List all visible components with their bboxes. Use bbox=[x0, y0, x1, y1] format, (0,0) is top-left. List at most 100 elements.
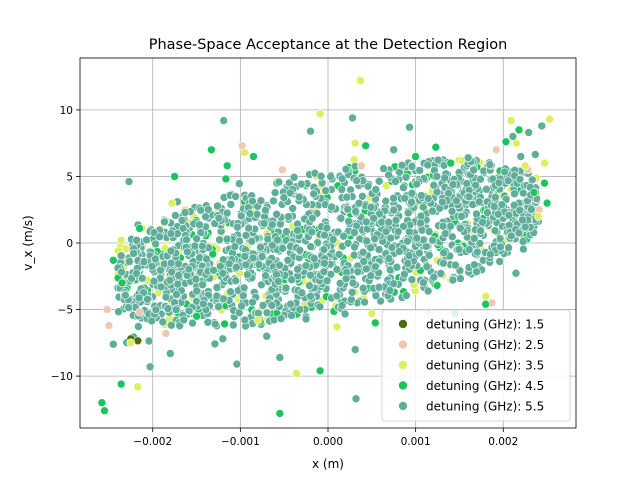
scatter-point bbox=[429, 272, 439, 282]
scatter-point bbox=[192, 311, 201, 321]
scatter-point bbox=[474, 197, 484, 206]
scatter-point bbox=[126, 338, 136, 348]
scatter-point bbox=[212, 283, 222, 292]
scatter-point bbox=[121, 290, 130, 300]
scatter-point bbox=[297, 288, 307, 298]
scatter-point bbox=[218, 268, 228, 278]
scatter-point bbox=[496, 242, 505, 252]
scatter-point bbox=[389, 145, 399, 155]
scatter-point bbox=[446, 158, 456, 168]
legend-marker bbox=[398, 319, 408, 329]
scatter-point bbox=[540, 178, 549, 188]
scatter-point bbox=[166, 246, 176, 256]
scatter-point bbox=[393, 227, 403, 236]
scatter-point bbox=[240, 315, 250, 325]
scatter-point bbox=[351, 394, 361, 404]
scatter-point bbox=[222, 208, 232, 218]
scatter-point bbox=[512, 138, 521, 148]
scatter-point bbox=[207, 145, 216, 155]
scatter-point bbox=[342, 192, 352, 202]
scatter-point bbox=[268, 240, 277, 250]
x-tick-label: 0.001 bbox=[401, 436, 431, 448]
scatter-point bbox=[116, 251, 126, 260]
scatter-point bbox=[135, 307, 144, 317]
scatter-point bbox=[183, 247, 192, 257]
scatter-point bbox=[463, 153, 473, 163]
y-axis-label: v_x (m/s) bbox=[21, 215, 35, 270]
scatter-point bbox=[506, 116, 516, 125]
scatter-point bbox=[135, 224, 144, 233]
scatter-point bbox=[210, 339, 220, 349]
scatter-point bbox=[381, 181, 391, 191]
scatter-point bbox=[104, 321, 114, 330]
scatter-point bbox=[195, 220, 204, 230]
scatter-point bbox=[132, 269, 141, 278]
scatter-point bbox=[350, 138, 360, 148]
scatter-point bbox=[362, 236, 372, 246]
scatter-point bbox=[292, 369, 301, 378]
scatter-point bbox=[307, 227, 317, 237]
scatter-point bbox=[124, 303, 133, 312]
scatter-point bbox=[222, 161, 232, 171]
x-tick-label: −0.002 bbox=[133, 436, 172, 448]
scatter-point bbox=[456, 274, 465, 283]
scatter-point bbox=[444, 189, 453, 198]
scatter-point bbox=[348, 113, 357, 123]
scatter-point bbox=[256, 243, 265, 252]
scatter-point bbox=[515, 175, 525, 184]
scatter-point bbox=[411, 152, 420, 161]
scatter-point bbox=[319, 267, 329, 277]
scatter-point bbox=[284, 212, 293, 221]
scatter-point bbox=[407, 275, 417, 284]
scatter-point bbox=[457, 212, 466, 221]
scatter-point bbox=[258, 301, 268, 310]
scatter-point bbox=[401, 172, 411, 182]
scatter-point bbox=[208, 249, 218, 259]
scatter-point bbox=[149, 276, 159, 286]
scatter-point bbox=[121, 244, 130, 253]
scatter-point bbox=[432, 172, 442, 181]
scatter-point bbox=[407, 188, 417, 198]
scatter-point bbox=[243, 270, 252, 280]
scatter-point bbox=[415, 166, 425, 175]
scatter-point bbox=[293, 264, 302, 274]
scatter-point bbox=[483, 208, 492, 217]
scatter-point bbox=[155, 232, 164, 242]
scatter-point bbox=[472, 209, 481, 219]
scatter-point bbox=[353, 267, 363, 277]
scatter-point bbox=[278, 244, 287, 253]
scatter-point bbox=[134, 293, 144, 303]
scatter-point bbox=[360, 297, 369, 307]
scatter-point bbox=[274, 177, 284, 187]
scatter-point bbox=[391, 177, 400, 186]
scatter-point bbox=[198, 280, 207, 290]
scatter-point bbox=[397, 161, 407, 170]
scatter-point bbox=[485, 160, 495, 169]
scatter-point bbox=[407, 162, 417, 171]
scatter-point bbox=[163, 304, 173, 313]
scatter-point bbox=[315, 302, 325, 312]
legend-marker bbox=[398, 339, 408, 350]
scatter-point bbox=[454, 245, 464, 254]
scatter-point bbox=[254, 260, 264, 269]
scatter-point bbox=[516, 152, 526, 161]
scatter-point bbox=[262, 331, 272, 341]
scatter-point bbox=[288, 204, 298, 213]
scatter-point bbox=[520, 161, 530, 171]
scatter-point bbox=[272, 210, 281, 219]
scatter-point bbox=[533, 212, 543, 221]
scatter-point bbox=[134, 322, 143, 331]
scatter-point bbox=[542, 198, 552, 208]
scatter-point bbox=[359, 257, 369, 266]
scatter-point bbox=[231, 192, 240, 201]
scatter-point bbox=[510, 189, 519, 199]
scatter-point bbox=[386, 233, 396, 243]
scatter-point bbox=[161, 329, 171, 338]
scatter-point bbox=[367, 309, 377, 318]
scatter-point bbox=[166, 349, 175, 358]
scatter-point bbox=[309, 254, 319, 263]
scatter-point bbox=[500, 167, 510, 177]
scatter-point bbox=[226, 287, 235, 297]
scatter-point bbox=[109, 339, 118, 349]
